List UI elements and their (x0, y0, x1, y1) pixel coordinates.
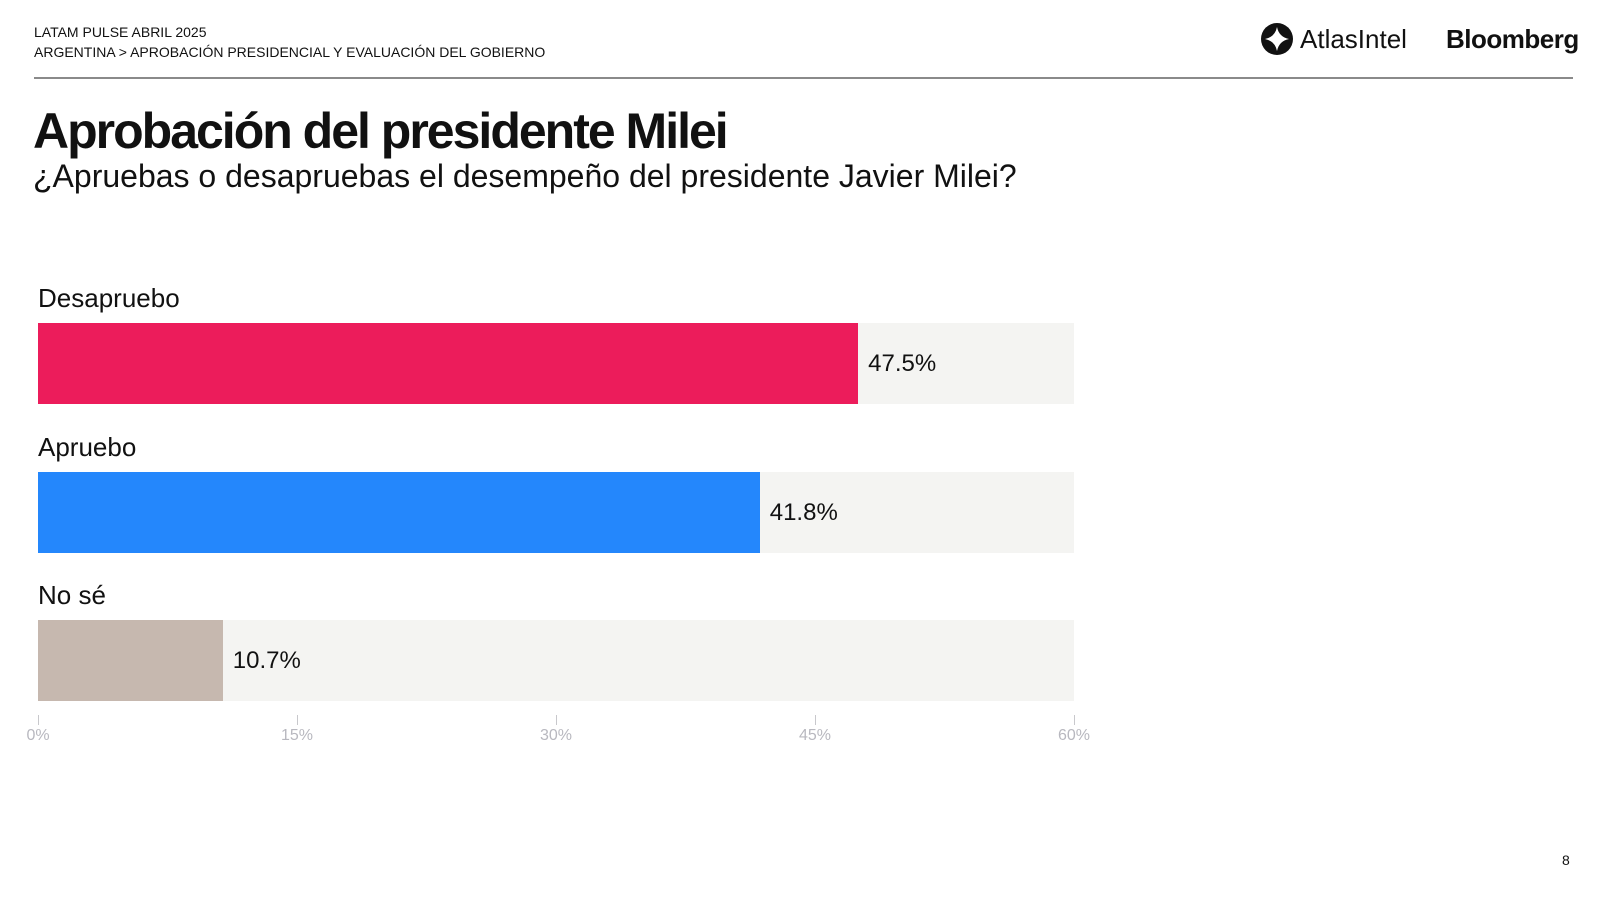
axis-tick (38, 715, 39, 725)
bloomberg-logo: Bloomberg (1446, 24, 1579, 54)
category-label: Desapruebo (38, 283, 180, 313)
axis-tick-label: 30% (539, 727, 573, 744)
bar (38, 323, 859, 404)
category-label: Apruebo (38, 432, 137, 462)
bar-track: 10.7% (38, 620, 1074, 701)
bar (38, 472, 760, 553)
chart-title: Aprobación del presidente Milei (33, 103, 729, 159)
axis-tick-label: 0% (26, 727, 50, 744)
header-divider (34, 77, 1573, 79)
report-series-label: LATAM PULSE ABRIL 2025 (34, 24, 207, 40)
axis-tick-label: 45% (798, 727, 832, 744)
axis-tick (815, 715, 816, 725)
page-number: 8 (1562, 852, 1570, 868)
value-label: 47.5% (868, 350, 937, 377)
chart-subtitle: ¿Apruebas o desapruebas el desempeño del… (33, 158, 1017, 194)
category-label: No sé (38, 580, 106, 610)
axis-tick (1074, 715, 1075, 725)
value-label: 10.7% (232, 647, 301, 674)
axis-tick-label: 60% (1057, 727, 1091, 744)
axis-tick (297, 715, 298, 725)
atlasintel-logo: AtlasIntel (1260, 22, 1407, 56)
axis-tick (556, 715, 557, 725)
atlasintel-logo-text: AtlasIntel (1300, 23, 1407, 54)
axis-tick-label: 15% (280, 727, 314, 744)
bar-track: 41.8% (38, 472, 1074, 553)
atlasintel-logo-icon (1261, 23, 1293, 55)
breadcrumb: ARGENTINA > APROBACIÓN PRESIDENCIAL Y EV… (34, 44, 546, 60)
bar-track: 47.5% (38, 323, 1074, 404)
bar (38, 620, 223, 701)
value-label: 41.8% (769, 499, 838, 526)
